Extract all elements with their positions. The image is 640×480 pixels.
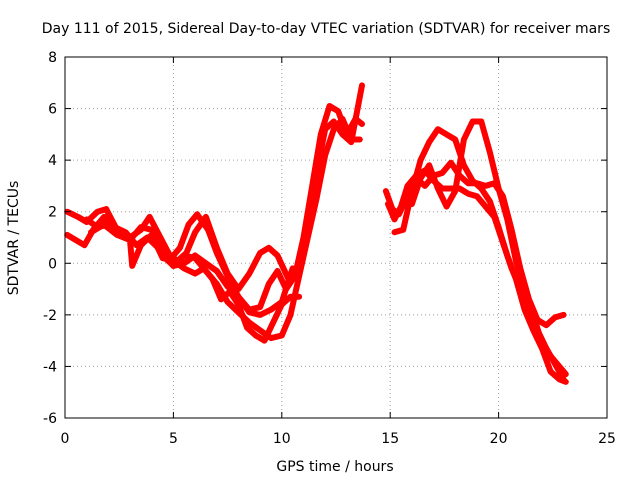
- y-tick-label: 8: [48, 50, 57, 66]
- y-tick-label: 6: [48, 102, 57, 118]
- series-line-track-9: [408, 118, 569, 378]
- axis-ticks: 0 5 10 15 20 25 -6 -4 -2 0 2 4 6 8: [43, 50, 616, 447]
- series-line-track-5: [148, 226, 296, 318]
- y-tick-label: 0: [48, 256, 57, 272]
- x-tick-label: 10: [273, 431, 291, 447]
- series-line-track-3: [83, 115, 363, 342]
- y-tick-label: -2: [43, 308, 57, 324]
- y-tick-label: -4: [43, 359, 57, 375]
- y-tick-label: 4: [48, 153, 57, 169]
- x-tick-label: 25: [598, 431, 616, 447]
- x-tick-label: 15: [381, 431, 399, 447]
- x-axis-label: GPS time / hours: [276, 459, 393, 475]
- plot-frame: [64, 56, 608, 419]
- y-axis-label: SDTVAR / TECUs: [6, 181, 22, 296]
- y-tick-label: -6: [43, 411, 57, 427]
- x-tick-label: 0: [61, 431, 70, 447]
- series-line-track-4: [88, 221, 303, 344]
- y-tick-label: 2: [48, 205, 57, 221]
- x-tick-label: 5: [169, 431, 178, 447]
- x-tick-label: 20: [490, 431, 508, 447]
- chart-title: Day 111 of 2015, Sidereal Day-to-day VTE…: [42, 21, 610, 37]
- data-series: [64, 82, 569, 385]
